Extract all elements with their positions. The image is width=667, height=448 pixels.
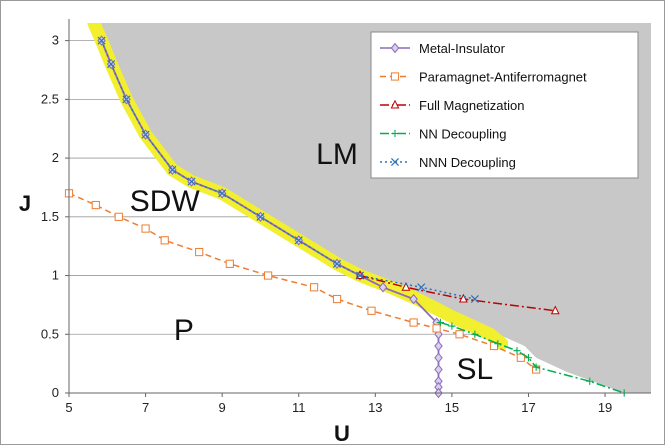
data-point (256, 212, 265, 221)
data-point (448, 322, 456, 330)
series-line (359, 274, 556, 312)
data-point (586, 377, 594, 385)
x-tick-label: 17 (521, 400, 535, 415)
data-point (168, 165, 177, 174)
legend-item: Metal-Insulator (380, 41, 506, 56)
axes (65, 19, 651, 397)
x-axis-title: U (334, 421, 350, 446)
data-point (160, 236, 169, 245)
y-axis-title: J (19, 191, 31, 216)
data-point (391, 129, 399, 138)
region-labels: LM SDW P SL (130, 138, 493, 386)
data-point (332, 294, 342, 304)
data-point (141, 130, 150, 139)
x-tick-label: 9 (219, 400, 226, 415)
legend-label: Metal-Insulator (419, 41, 506, 56)
region-label-sl: SL (457, 353, 494, 386)
data-point (195, 247, 204, 257)
legend-box (370, 31, 639, 179)
x-tick-label: 7 (142, 400, 149, 415)
data-point (470, 295, 479, 304)
data-point (455, 330, 464, 339)
data-point (513, 347, 521, 355)
data-point (97, 36, 106, 45)
data-point (333, 259, 342, 268)
data-point (434, 340, 443, 352)
data-point (390, 72, 400, 81)
y-tick-label: 1 (52, 268, 59, 283)
data-point (401, 281, 411, 291)
data-point (378, 282, 388, 293)
x-tick-label: 11 (292, 400, 306, 415)
data-point (122, 95, 131, 104)
data-point (390, 42, 400, 54)
data-point (409, 293, 418, 305)
data-point (409, 318, 418, 327)
data-point (516, 353, 525, 362)
data-point (550, 305, 560, 315)
data-point (294, 236, 303, 245)
data-point (264, 271, 273, 280)
data-point (432, 324, 441, 333)
legend-label: Full Magnetization (419, 98, 525, 113)
region-label-sdw: SDW (130, 185, 201, 218)
data-point (434, 364, 443, 375)
data-point (187, 177, 196, 186)
series-layer (64, 35, 628, 399)
data-point (434, 352, 443, 363)
data-point (436, 318, 445, 327)
series-paramagnet-antiferromagnet (64, 189, 541, 374)
x-tick-label: 5 (65, 400, 72, 415)
data-point (532, 363, 540, 371)
data-point (91, 200, 100, 210)
data-point (218, 189, 227, 198)
x-tick-label: 15 (445, 400, 459, 415)
data-point (390, 99, 400, 109)
data-point (524, 354, 533, 362)
data-point (494, 340, 502, 348)
legend-label: NN Decoupling (419, 127, 506, 142)
data-point (355, 271, 365, 280)
y-tick-label: 2.5 (41, 91, 59, 106)
y-tick-label: 3 (52, 33, 59, 48)
data-point (114, 212, 123, 221)
data-point (458, 293, 468, 303)
data-point (225, 259, 234, 268)
data-point (367, 306, 376, 315)
y-tick-label: 2 (52, 150, 59, 165)
data-point (141, 224, 150, 233)
legend: Metal-Insulator Paramagnet-Antiferromagne… (370, 31, 639, 179)
legend-item: NNN Decoupling (380, 155, 516, 170)
x-tick-label: 13 (368, 400, 382, 415)
region-label-lm: LM (316, 138, 358, 171)
data-point (107, 60, 116, 69)
legend-label: Paramagnet-Antiferromagnet (419, 70, 587, 85)
legend-label: NNN Decoupling (419, 155, 516, 170)
x-tick-label: 19 (598, 400, 612, 415)
data-point (390, 157, 400, 167)
tick-labels: 5 7 9 11 13 15 17 19 0 0.5 1 1.5 2 2.5 3 (41, 33, 612, 415)
legend-item: NN Decoupling (380, 127, 506, 142)
y-tick-label: 0 (52, 385, 59, 400)
y-tick-label: 0.5 (41, 326, 59, 341)
data-point (309, 283, 319, 292)
region-label-p: P (174, 314, 194, 347)
legend-item: Full Magnetization (380, 98, 525, 113)
y-tick-label: 1.5 (41, 209, 59, 224)
data-point (471, 330, 479, 338)
data-point (434, 329, 443, 340)
legend-item: Paramagnet-Antiferromagnet (380, 70, 587, 85)
data-point (417, 283, 426, 292)
series-nnn-decoupling (97, 36, 479, 304)
